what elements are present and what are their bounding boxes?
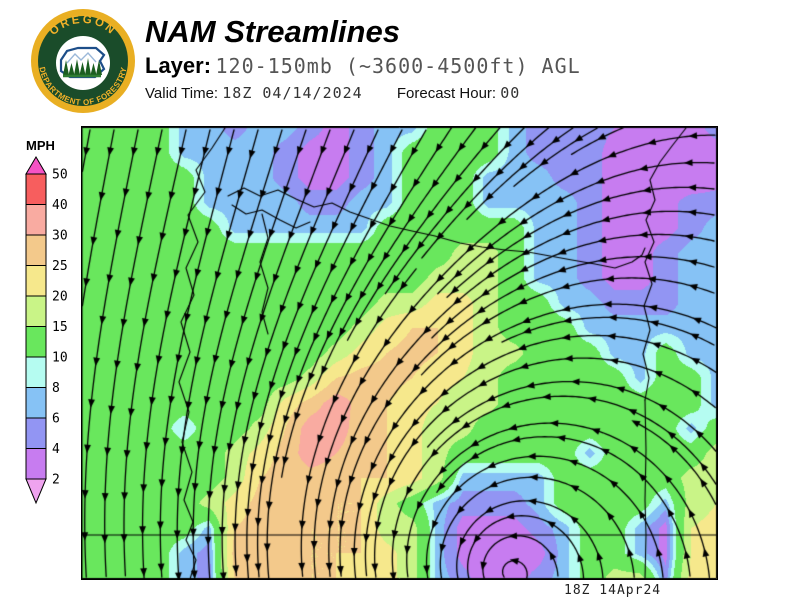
legend-tick-label: 4 <box>52 442 60 457</box>
legend-title: MPH <box>26 138 55 153</box>
legend-segment <box>25 265 47 297</box>
legend-tick-label: 25 <box>52 259 68 274</box>
legend-segment <box>25 173 47 205</box>
wind-speed-legend: MPH 50 40 30 25 20 15 10 8 6 4 2 <box>24 138 94 540</box>
forecast-hour-value: 00 <box>500 84 521 102</box>
valid-time-value: 18Z 04/14/2024 <box>222 84 363 102</box>
legend-tick-label: 20 <box>52 290 68 305</box>
odf-logo: OREGON DEPARTMENT OF FORESTRY <box>31 9 135 113</box>
legend-tick-label: 15 <box>52 320 68 335</box>
legend-segment <box>25 387 47 419</box>
legend-tick-label: 6 <box>52 412 60 427</box>
legend-tick-label: 30 <box>52 229 68 244</box>
legend-tick-label: 2 <box>52 473 60 488</box>
legend-tick-label: 10 <box>52 351 68 366</box>
page-title: NAM Streamlines <box>145 14 400 49</box>
legend-segment <box>25 204 47 236</box>
map-timestamp: 18Z 14Apr24 <box>564 583 662 598</box>
forecast-hour-label: Forecast Hour: <box>396 85 497 102</box>
valid-time-line: Valid Time: 18Z 04/14/2024 Forecast Hour… <box>145 84 581 102</box>
streamline-map-canvas <box>81 126 718 580</box>
legend-segment <box>25 417 47 449</box>
legend-tick-label: 8 <box>52 381 60 396</box>
legend-tick-label: 40 <box>52 198 68 213</box>
forest-trees-icon <box>63 58 102 75</box>
legend-arrow-top <box>25 156 47 175</box>
valid-time-label: Valid Time: <box>145 85 219 102</box>
legend-color-bar: 50 40 30 25 20 15 10 8 6 4 2 <box>24 155 94 540</box>
legend-segment <box>25 234 47 266</box>
legend-segment <box>25 295 47 327</box>
layer-value: 120-150mb (~3600-4500ft) AGL <box>215 54 581 78</box>
layer-label: Layer: <box>145 53 212 78</box>
legend-tick-label: 50 <box>52 168 68 183</box>
legend-segment <box>25 326 47 358</box>
legend-segment <box>25 448 47 480</box>
oregon-state-emblem <box>59 46 106 79</box>
header-titles: NAM Streamlines Layer: 120-150mb (~3600-… <box>145 14 581 102</box>
legend-arrow-bottom <box>25 478 47 505</box>
legend-segment <box>25 356 47 388</box>
layer-line: Layer: 120-150mb (~3600-4500ft) AGL <box>145 53 581 79</box>
